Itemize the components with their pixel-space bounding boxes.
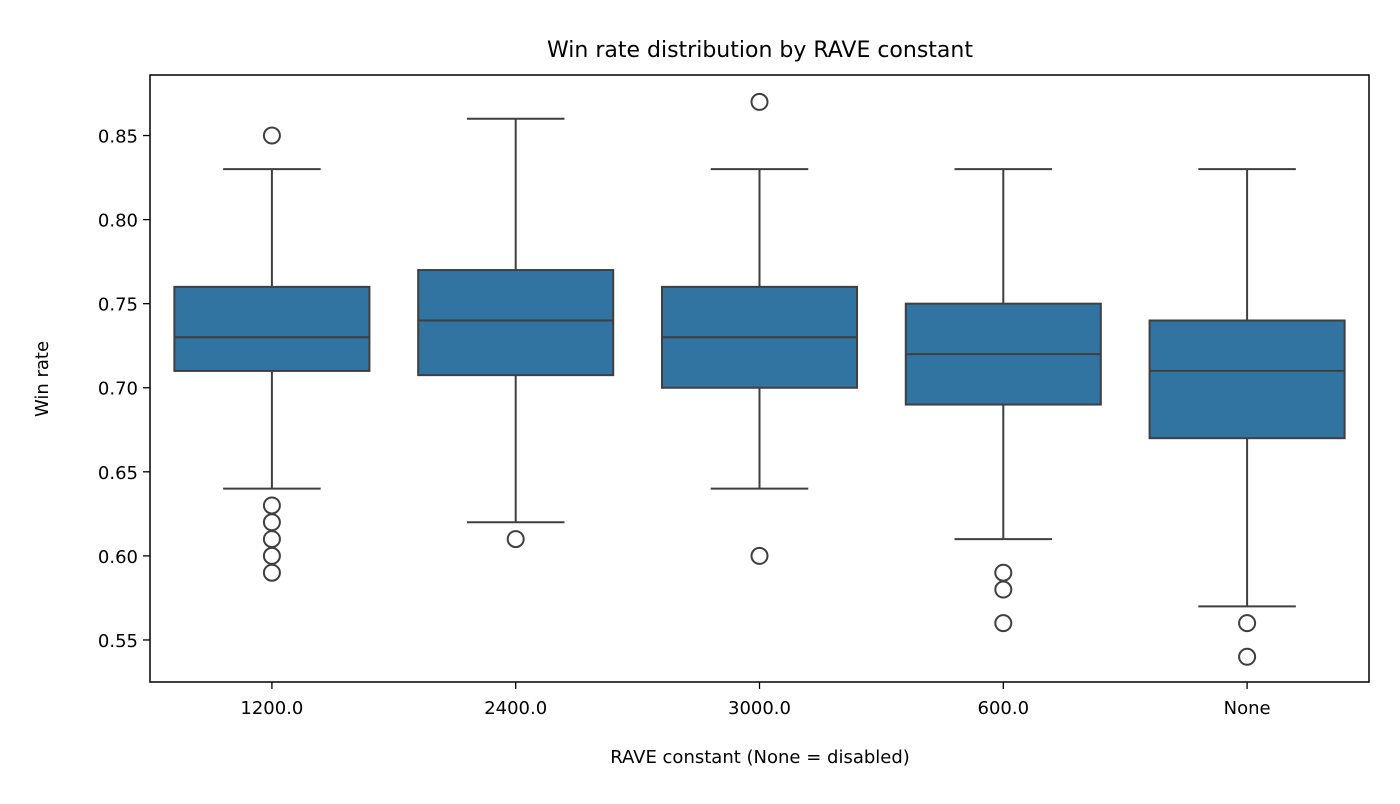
box-1200.0 xyxy=(173,285,371,372)
outlier-point xyxy=(1238,647,1257,666)
y-tick-label: 0.70 xyxy=(98,379,138,400)
outlier-point xyxy=(750,546,769,565)
x-tick-label: 600.0 xyxy=(978,698,1030,719)
plot-frame xyxy=(149,74,1370,683)
outlier-point xyxy=(750,92,769,111)
outlier-point xyxy=(262,530,281,549)
y-tick-label: 0.65 xyxy=(98,463,138,484)
y-tick-label: 0.60 xyxy=(98,547,138,568)
outlier-point xyxy=(1238,614,1257,633)
outlier-point xyxy=(994,580,1013,599)
x-axis-label: RAVE constant (None = disabled) xyxy=(610,747,910,768)
y-axis-label: Win rate xyxy=(32,341,53,417)
x-tick-label: 3000.0 xyxy=(728,698,791,719)
y-tick-label: 0.85 xyxy=(98,127,138,148)
outlier-point xyxy=(994,614,1013,633)
outlier-point xyxy=(262,496,281,515)
y-tick-label: 0.75 xyxy=(98,295,138,316)
x-tick-label: 1200.0 xyxy=(240,698,303,719)
outlier-point xyxy=(262,563,281,582)
outlier-point xyxy=(262,546,281,565)
box-2400.0 xyxy=(417,269,615,377)
chart-title: Win rate distribution by RAVE constant xyxy=(547,38,973,63)
y-tick-label: 0.80 xyxy=(98,211,138,232)
outlier-point xyxy=(262,126,281,145)
box-None xyxy=(1148,319,1346,440)
outlier-point xyxy=(262,513,281,532)
x-tick-label: 2400.0 xyxy=(484,698,547,719)
y-tick-label: 0.55 xyxy=(98,631,138,652)
outlier-point xyxy=(994,563,1013,582)
outlier-point xyxy=(506,530,525,549)
x-tick-label: None xyxy=(1224,698,1271,719)
